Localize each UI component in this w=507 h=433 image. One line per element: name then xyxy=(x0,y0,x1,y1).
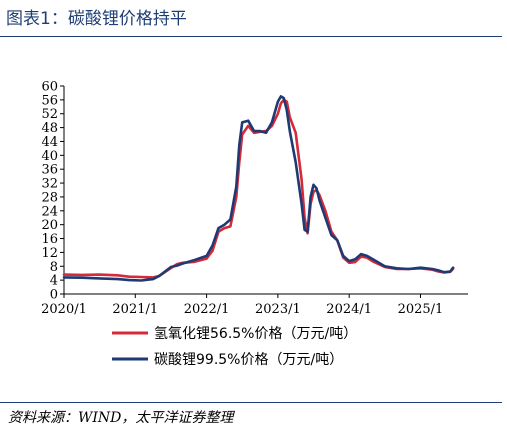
series-lines xyxy=(62,95,455,282)
y-tick-label: 56 xyxy=(41,93,58,108)
series-line-2 xyxy=(62,95,455,282)
legend-label: 氢氧化锂56.5%价格（万元/吨） xyxy=(154,326,357,342)
page-title: 图表1：碳酸锂价格持平 xyxy=(6,9,187,29)
y-tick-label: 48 xyxy=(41,121,58,136)
y-tick-label: 52 xyxy=(41,107,58,122)
y-tick-label: 12 xyxy=(41,246,58,261)
y-tick-label: 60 xyxy=(41,80,58,95)
y-tick-label: 28 xyxy=(41,190,58,205)
footer-divider xyxy=(0,402,502,403)
series-line-1 xyxy=(62,98,455,279)
x-tick-label: 2024/1 xyxy=(326,302,372,317)
y-tick-label: 36 xyxy=(41,163,58,178)
y-tick-label: 24 xyxy=(41,204,58,219)
x-tick-label: 2021/1 xyxy=(112,302,158,317)
y-tick-label: 16 xyxy=(41,232,58,247)
y-tick-label: 4 xyxy=(50,274,58,289)
y-tick-label: 44 xyxy=(41,135,58,150)
x-tick-label: 2023/1 xyxy=(255,302,301,317)
y-tick-label: 20 xyxy=(41,218,58,233)
title-divider xyxy=(0,36,502,37)
x-axis: 2020/1 2021/1 2022/1 2023/1 2024/1 2025/1 xyxy=(41,293,468,317)
y-tick-label: 8 xyxy=(50,260,58,275)
source-note: 资料来源：WIND，太平洋证券整理 xyxy=(8,410,234,426)
x-tick-label: 2022/1 xyxy=(184,302,230,317)
y-tick-label: 40 xyxy=(41,149,58,164)
legend-label: 碳酸锂99.5%价格（万元/吨） xyxy=(154,352,343,368)
y-tick-label: 0 xyxy=(50,288,58,303)
x-tick-label: 2020/1 xyxy=(41,302,87,317)
y-tick-label: 32 xyxy=(41,177,58,192)
legend: 氢氧化锂56.5%价格（万元/吨） 碳酸锂99.5%价格（万元/吨） xyxy=(112,326,357,368)
x-tick-label: 2025/1 xyxy=(398,302,444,317)
